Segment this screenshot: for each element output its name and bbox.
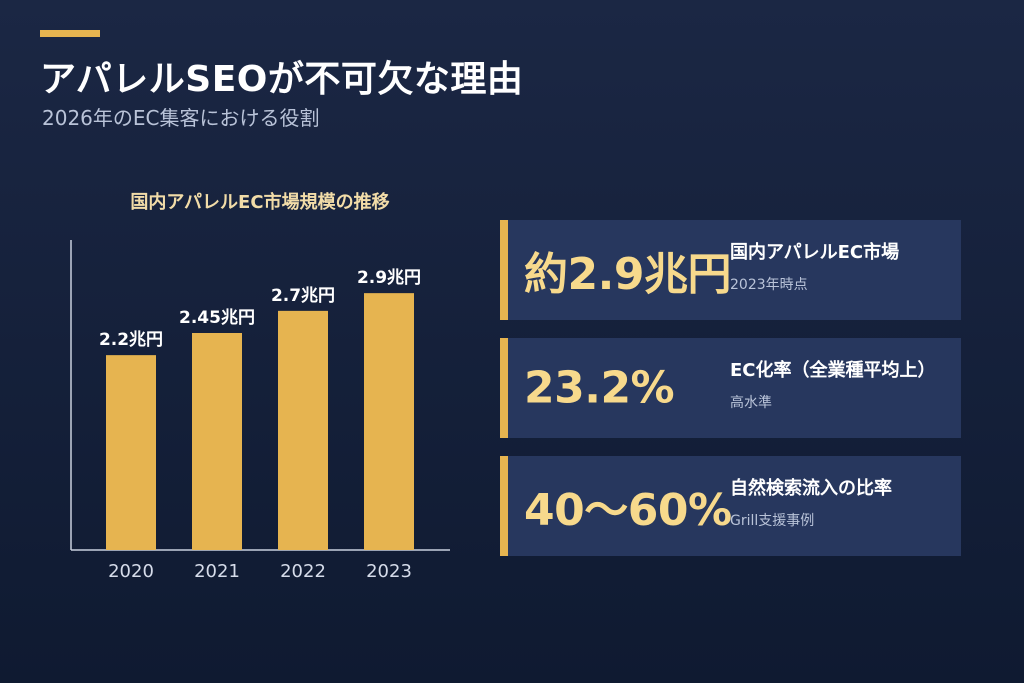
x-tick-label-2022: 2022 bbox=[280, 561, 326, 582]
bar-2022 bbox=[278, 310, 328, 550]
stat-note: 高水準 bbox=[730, 395, 772, 411]
page-title: アパレルSEOが不可欠な理由 bbox=[40, 59, 524, 100]
bar-2023 bbox=[364, 293, 414, 550]
stat-value: 40〜60% bbox=[524, 485, 732, 536]
stat-note: 2023年時点 bbox=[730, 277, 808, 293]
page-subtitle: 2026年のEC集客における役割 bbox=[42, 106, 320, 130]
bar-2021 bbox=[192, 333, 242, 550]
stat-label: 国内アパレルEC市場 bbox=[730, 242, 900, 263]
stat-label: 自然検索流入の比率 bbox=[730, 478, 892, 499]
x-tick-label-2021: 2021 bbox=[194, 561, 240, 582]
stat-card-accent bbox=[500, 338, 508, 438]
x-tick-label-2020: 2020 bbox=[108, 561, 154, 582]
stat-card-ec-rate: 23.2% EC化率（全業種平均上） 高水準 bbox=[500, 338, 961, 438]
data-label-2022: 2.7兆円 bbox=[271, 286, 335, 306]
data-label-2023: 2.9兆円 bbox=[357, 268, 421, 288]
x-tick-label-2023: 2023 bbox=[366, 561, 412, 582]
data-label-2021: 2.45兆円 bbox=[179, 308, 255, 328]
stat-card-organic-ratio: 40〜60% 自然検索流入の比率 Grill支援事例 bbox=[500, 456, 961, 556]
chart-title: 国内アパレルEC市場規模の推移 bbox=[130, 192, 390, 213]
stat-label: EC化率（全業種平均上） bbox=[730, 360, 936, 381]
stat-card-accent bbox=[500, 220, 508, 320]
bar-2020 bbox=[106, 355, 156, 550]
stat-value: 約2.9兆円 bbox=[524, 249, 731, 300]
stat-value: 23.2% bbox=[524, 362, 675, 414]
stat-card-market-size: 約2.9兆円 国内アパレルEC市場 2023年時点 bbox=[500, 220, 961, 320]
title-accent-bar bbox=[40, 30, 100, 37]
stat-card-accent bbox=[500, 456, 508, 556]
data-label-2020: 2.2兆円 bbox=[99, 330, 163, 350]
stat-note: Grill支援事例 bbox=[730, 513, 815, 529]
